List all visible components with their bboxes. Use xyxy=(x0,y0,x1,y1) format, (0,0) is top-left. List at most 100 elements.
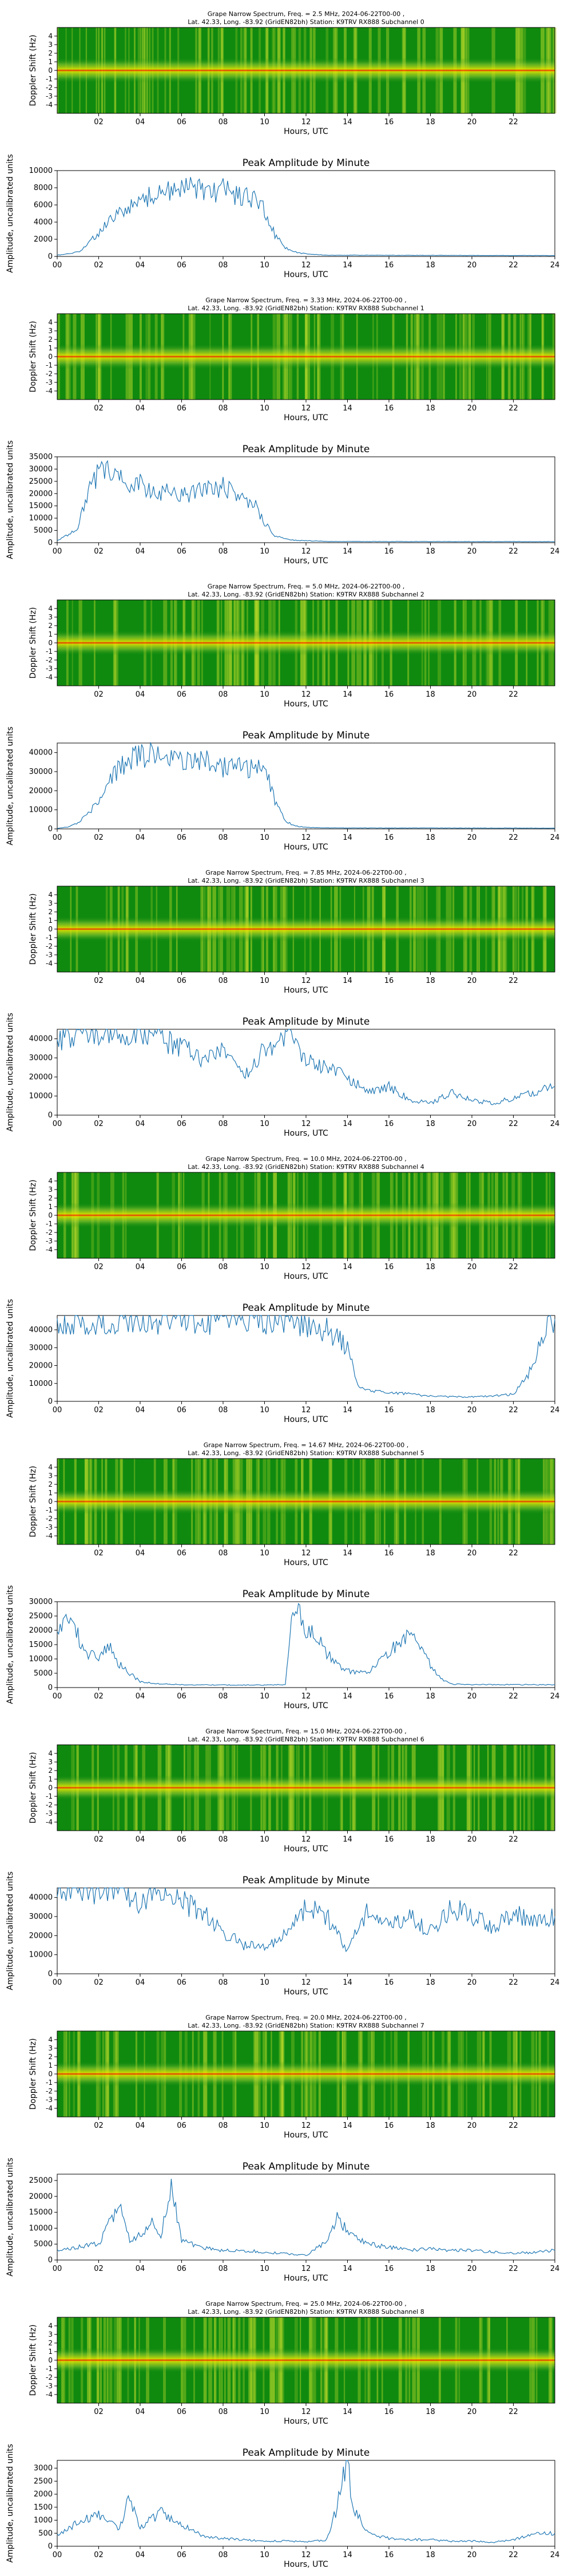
doppler-tick-label: 1 xyxy=(48,2061,53,2069)
amp-hour-tick-label: 02 xyxy=(94,1406,104,1415)
amp-hour-tick-label: 12 xyxy=(301,1120,311,1128)
hour-tick-label: 20 xyxy=(467,1835,477,1844)
doppler-tick-label: 1 xyxy=(48,1775,53,1783)
hour-tick-label: 02 xyxy=(94,1835,104,1844)
amplitude-title: Peak Amplitude by Minute xyxy=(243,2447,370,2459)
amp-hour-tick-label: 16 xyxy=(384,2265,394,2273)
amplitude-title: Peak Amplitude by Minute xyxy=(243,444,370,455)
doppler-tick-label: 1 xyxy=(48,630,53,638)
amp-hour-tick-label: 10 xyxy=(260,1978,269,1987)
amp-hour-tick-label: 24 xyxy=(550,2551,560,2559)
amplitude-xlabel: Hours, UTC xyxy=(284,2560,328,2569)
spectrogram-xlabel: Hours, UTC xyxy=(284,986,328,995)
amplitude-frame xyxy=(57,456,555,543)
amplitude-tick-label: 8000 xyxy=(34,184,53,192)
amplitude-xlabel: Hours, UTC xyxy=(284,1701,328,1710)
amp-hour-tick-label: 06 xyxy=(177,2551,186,2559)
amplitude-series-line xyxy=(57,1314,555,1398)
amplitude-chart-4: Peak Amplitude by Minute 0 10000 20000 30000… xyxy=(6,1299,559,1424)
hour-tick-label: 08 xyxy=(219,2121,228,2130)
hour-tick-label: 06 xyxy=(177,2121,186,2130)
amp-hour-tick-label: 14 xyxy=(343,2265,352,2273)
amplitude-tick-label: 40000 xyxy=(29,1035,53,1044)
doppler-tick-label: -1 xyxy=(46,2079,53,2087)
spectrogram-xlabel: Hours, UTC xyxy=(284,700,328,709)
hour-tick-label: 08 xyxy=(219,404,228,413)
amp-hour-tick-label: 08 xyxy=(219,1406,228,1415)
hour-tick-label: 22 xyxy=(509,1835,518,1844)
hour-tick-label: 10 xyxy=(260,404,269,413)
hour-tick-label: 02 xyxy=(94,1263,104,1271)
amp-hour-tick-label: 04 xyxy=(136,1692,145,1701)
hour-tick-label: 18 xyxy=(426,2121,435,2130)
doppler-tick-label: 3 xyxy=(48,327,53,335)
amp-hour-tick-label: 02 xyxy=(94,1120,104,1128)
amp-hour-tick-label: 00 xyxy=(53,1692,62,1701)
amp-hour-tick-label: 08 xyxy=(219,1120,228,1128)
amp-hour-tick-label: 04 xyxy=(136,547,145,556)
doppler-tick-label: 3 xyxy=(48,899,53,907)
doppler-tick-label: -4 xyxy=(46,101,53,109)
doppler-tick-label: 3 xyxy=(48,2330,53,2338)
doppler-tick-label: 2 xyxy=(48,49,53,57)
amplitude-series-line xyxy=(57,2179,555,2257)
doppler-tick-label: 0 xyxy=(48,1211,53,1219)
amplitude-tick-label: 20000 xyxy=(29,1073,53,1081)
hour-tick-label: 10 xyxy=(260,2121,269,2130)
doppler-tick-label: -2 xyxy=(46,84,53,92)
hour-tick-label: 22 xyxy=(509,977,518,985)
hour-tick-label: 16 xyxy=(384,1549,394,1558)
hour-tick-label: 14 xyxy=(343,690,352,699)
hour-tick-label: 20 xyxy=(467,1263,477,1271)
amp-hour-tick-label: 22 xyxy=(509,833,518,842)
amplitude-tick-label: 20000 xyxy=(29,787,53,795)
amp-hour-tick-label: 16 xyxy=(384,261,394,270)
hour-tick-label: 22 xyxy=(509,404,518,413)
doppler-tick-label: -4 xyxy=(46,2104,53,2112)
amplitude-tick-label: 0 xyxy=(48,825,53,833)
amplitude-frame xyxy=(57,170,555,257)
amp-hour-tick-label: 04 xyxy=(136,1120,145,1128)
doppler-tick-label: -4 xyxy=(46,673,53,681)
doppler-tick-label: -3 xyxy=(46,92,53,100)
amp-hour-tick-label: 18 xyxy=(426,2265,435,2273)
amplitude-series-line xyxy=(57,1603,555,1686)
hour-tick-label: 04 xyxy=(136,2121,145,2130)
amp-hour-tick-label: 20 xyxy=(467,261,477,270)
amp-hour-tick-label: 06 xyxy=(177,547,186,556)
amp-hour-tick-label: 02 xyxy=(94,2265,104,2273)
amp-hour-tick-label: 10 xyxy=(260,833,269,842)
amp-hour-tick-label: 20 xyxy=(467,833,477,842)
doppler-tick-label: 2 xyxy=(48,1480,53,1488)
hour-tick-label: 10 xyxy=(260,690,269,699)
hour-tick-label: 12 xyxy=(301,1263,311,1271)
amplitude-title: Peak Amplitude by Minute xyxy=(243,2161,370,2172)
hour-tick-label: 16 xyxy=(384,977,394,985)
spectrogram-title-line1: Grape Narrow Spectrum, Freq. = 2.5 MHz, … xyxy=(208,10,405,18)
doppler-tick-label: 4 xyxy=(48,605,53,613)
hour-tick-label: 04 xyxy=(136,118,145,127)
spectrogram-ylabel: Doppler Shift (Hz) xyxy=(29,894,38,965)
amp-hour-tick-label: 06 xyxy=(177,1978,186,1987)
doppler-tick-label: -2 xyxy=(46,1515,53,1523)
amplitude-tick-label: 6000 xyxy=(34,201,53,210)
hour-tick-label: 02 xyxy=(94,690,104,699)
hour-tick-label: 16 xyxy=(384,118,394,127)
amplitude-tick-label: 20000 xyxy=(29,1362,53,1370)
doppler-tick-label: 4 xyxy=(48,32,53,40)
spectrogram-title-line2: Lat. 42.33, Long. -83.92 (GridEN82bh) St… xyxy=(188,591,424,598)
amplitude-tick-label: 5000 xyxy=(34,527,53,535)
spectrogram-4: Grape Narrow Spectrum, Freq. = 10.0 MHz,… xyxy=(29,1155,555,1281)
hour-tick-label: 04 xyxy=(136,1835,145,1844)
amp-hour-tick-label: 02 xyxy=(94,1692,104,1701)
amp-hour-tick-label: 06 xyxy=(177,1120,186,1128)
amp-hour-tick-label: 18 xyxy=(426,2551,435,2559)
carrier-band xyxy=(57,916,555,942)
hour-tick-label: 22 xyxy=(509,118,518,127)
spectrogram-title-line1: Grape Narrow Spectrum, Freq. = 15.0 MHz,… xyxy=(205,1728,407,1735)
hour-tick-label: 08 xyxy=(219,690,228,699)
amp-hour-tick-label: 14 xyxy=(343,2551,352,2559)
hour-tick-label: 12 xyxy=(301,2408,311,2416)
amplitude-tick-label: 30000 xyxy=(29,1913,53,1921)
amplitude-title: Peak Amplitude by Minute xyxy=(243,1589,370,1600)
